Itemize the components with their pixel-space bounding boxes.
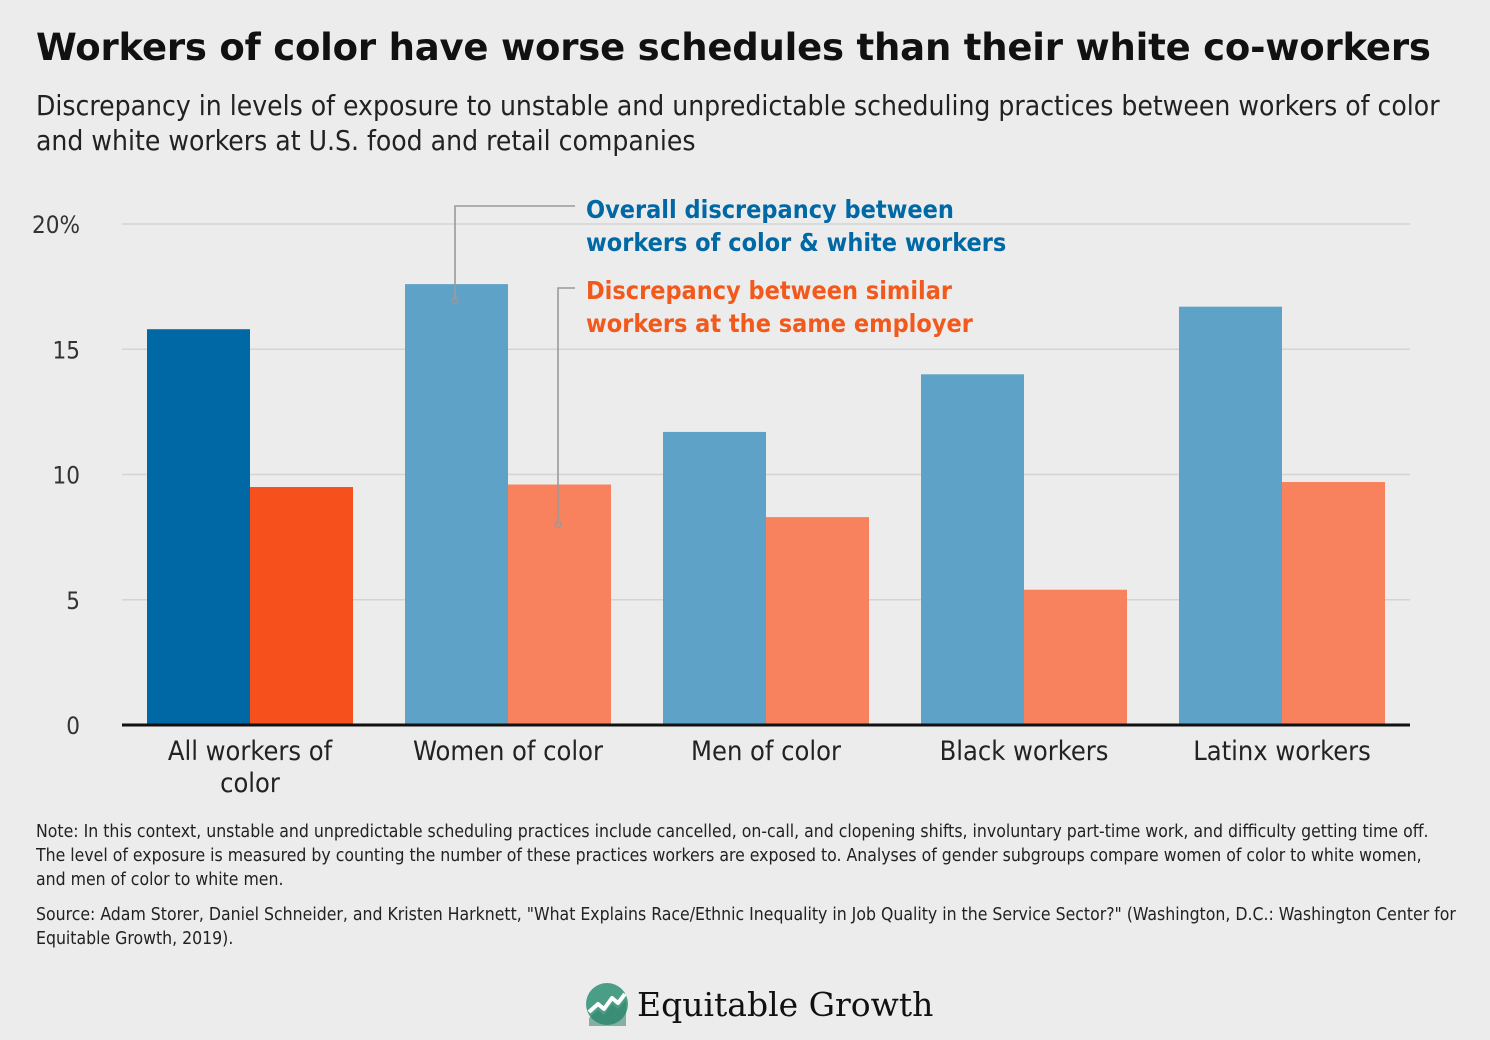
legend-label-overall: Overall discrepancy between	[586, 195, 954, 224]
growth-chart-logo-icon	[586, 983, 628, 1026]
y-tick-label: 0	[66, 712, 80, 740]
chart-subtitle: Discrepancy in levels of exposure to uns…	[36, 89, 1440, 157]
bar-overall	[147, 329, 250, 725]
chart-note: Note: In this context, unstable and unpr…	[36, 822, 1429, 890]
x-category-label: Men of color	[691, 736, 841, 767]
bar-overall	[1179, 306, 1282, 725]
bar-overall	[663, 431, 766, 725]
callout-leader-overall	[454, 205, 575, 301]
bar-similar-workers	[250, 487, 353, 725]
y-tick-label: 10	[53, 462, 80, 490]
y-tick-label: 5	[66, 587, 80, 615]
annotations: Overall discrepancy between workers of co…	[451, 195, 1006, 529]
chart-title: Workers of color have worse schedules th…	[36, 26, 1431, 69]
bar-similar-workers	[766, 517, 869, 725]
x-category-label: color	[220, 768, 280, 799]
bar-similar-workers	[1282, 482, 1385, 725]
legend-label-similar: Discrepancy between similar	[586, 276, 953, 305]
x-category-label: Women of color	[413, 736, 603, 767]
callout-dot	[554, 520, 562, 529]
bar-similar-workers	[1024, 589, 1127, 725]
bar-overall	[405, 284, 508, 725]
chart-source: Source: Adam Storer, Daniel Schneider, a…	[36, 905, 1456, 949]
callout-leader-similar	[557, 287, 575, 525]
logo-text: Equitable Growth	[637, 984, 934, 1024]
callout-dot	[451, 296, 459, 304]
bar-overall	[921, 374, 1024, 725]
legend-label-overall: workers of color & white workers	[586, 228, 1006, 257]
y-tick-label: 20%	[32, 211, 80, 239]
bars	[147, 284, 1385, 725]
x-category-label: Latinx workers	[1193, 736, 1371, 767]
x-category-label: All workers of	[168, 736, 334, 767]
bar-similar-workers	[508, 484, 611, 725]
y-tick-label: 15	[53, 336, 80, 364]
publisher-logo: Equitable Growth	[585, 978, 933, 1030]
x-category-label: Black workers	[940, 736, 1109, 767]
legend-label-similar: workers at the same employer	[586, 309, 974, 338]
